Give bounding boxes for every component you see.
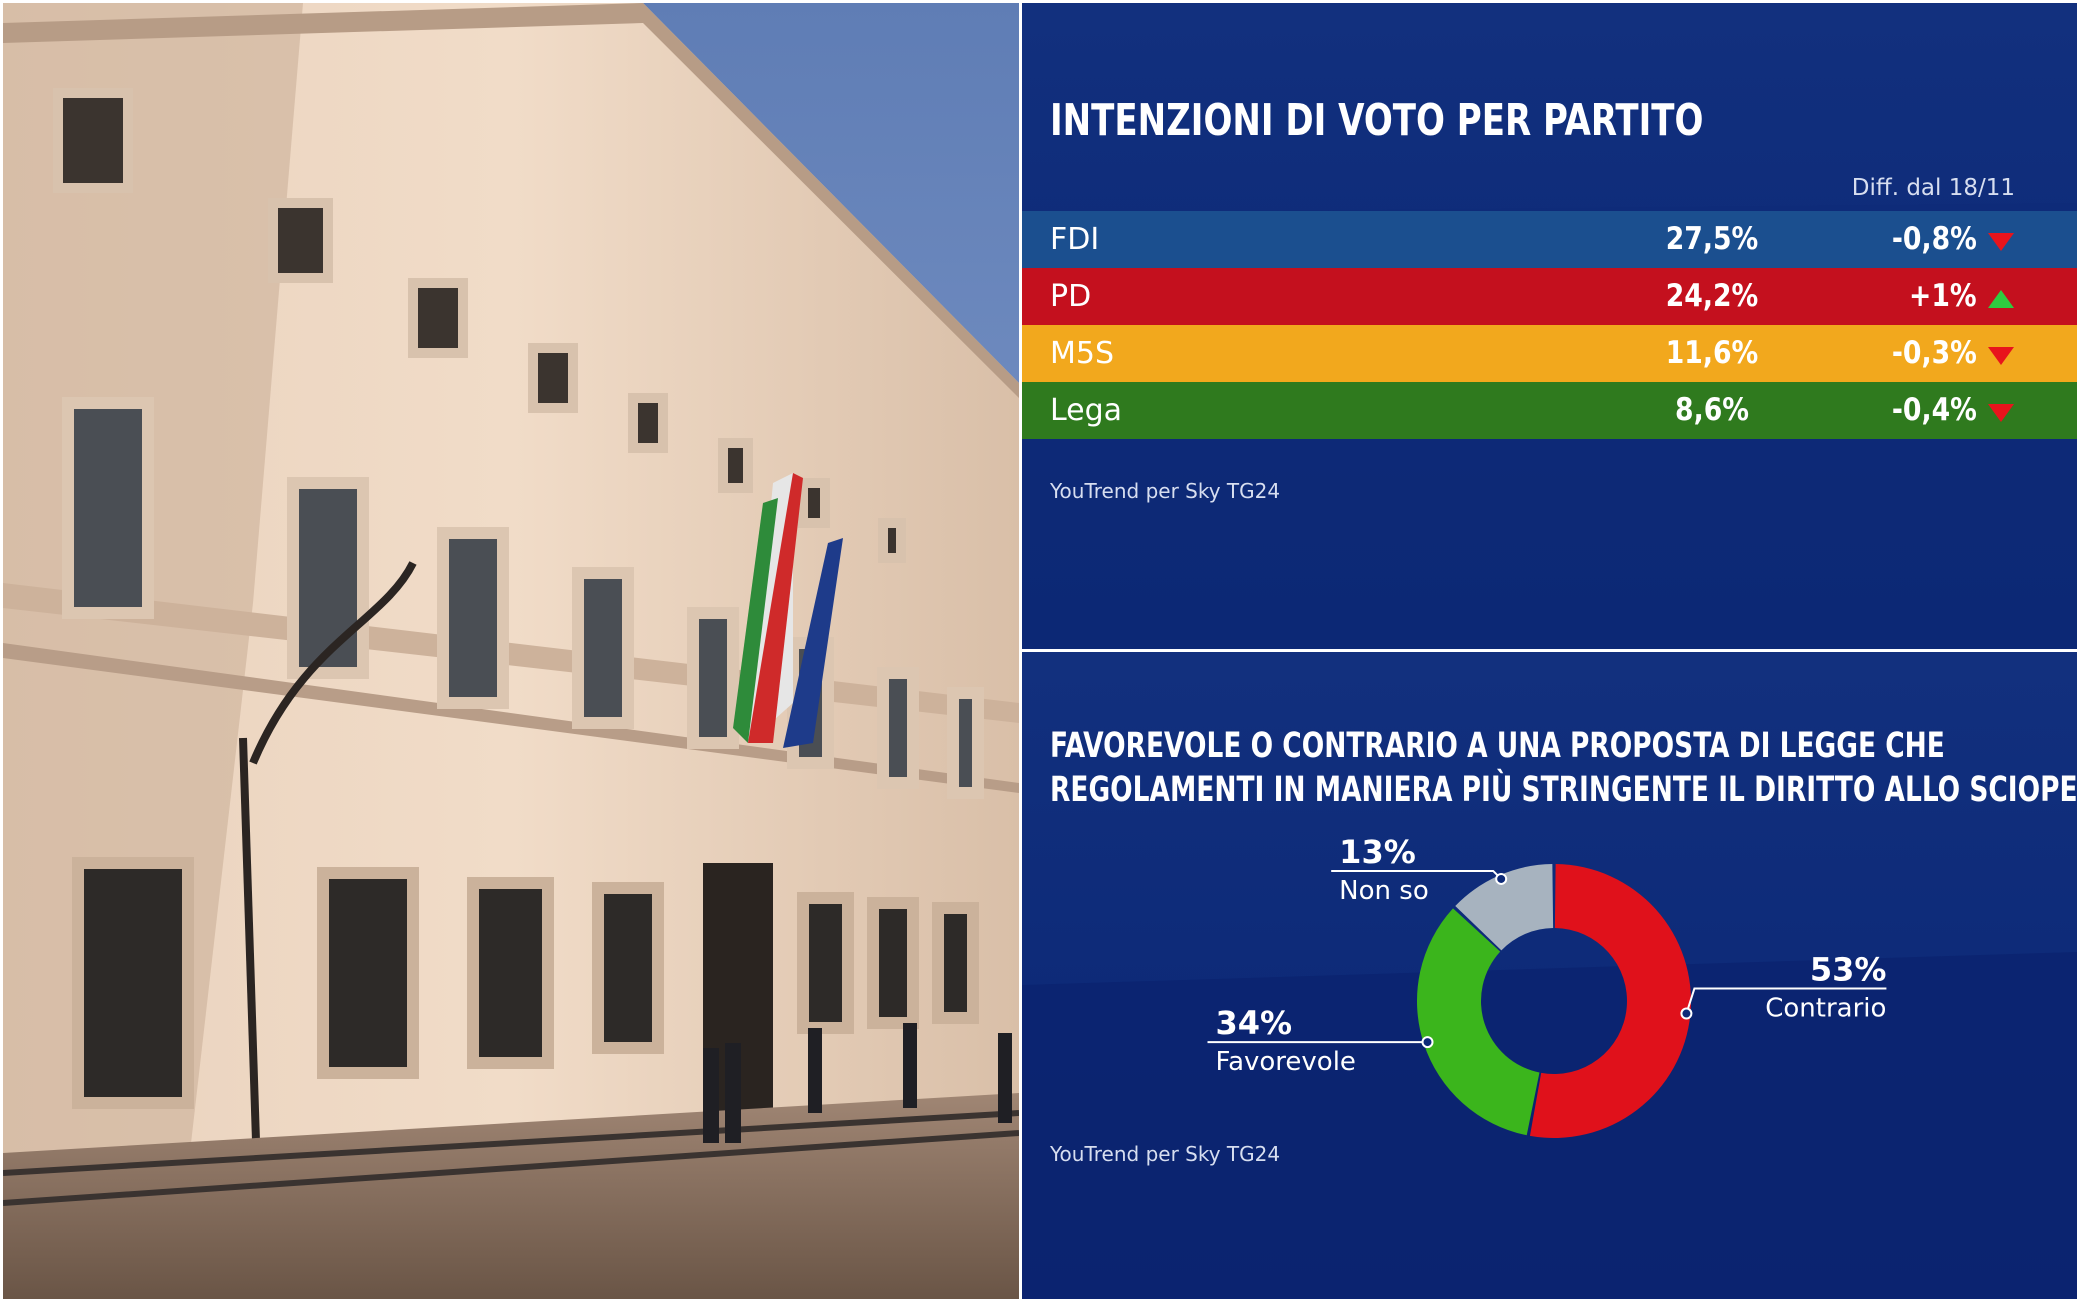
slice-value-label: 53% [1810,951,1887,989]
palazzo-photo [3,3,1019,1299]
party-value: 11,6% [1665,335,1759,371]
party-name: M5S [1050,336,1115,371]
slice-value-label: 13% [1339,833,1416,871]
party-diff: -0,8% [1891,221,1977,257]
building-facade-illustration [3,3,1019,1299]
leader-line [1685,987,1887,1014]
title-line-2: REGOLAMENTI IN MANIERA PIÙ STRINGENTE IL… [1050,770,2077,810]
slice-value-label: 34% [1216,1004,1293,1042]
party-name: Lega [1050,393,1123,428]
panel-title: FAVOREVOLE O CONTRARIO A UNA PROPOSTA DI… [1050,724,2077,812]
donut-slice-contrario [1529,864,1691,1138]
panel-title: INTENZIONI DI VOTO PER PARTITO [1050,95,1704,146]
arrow-down-icon [1988,404,2014,422]
party-row: PD 24,2% +1% [1022,268,2077,325]
title-line-1: FAVOREVOLE O CONTRARIO A UNA PROPOSTA DI… [1050,726,1945,766]
party-diff: +1% [1909,278,1977,314]
strike-law-opinion-panel: FAVOREVOLE O CONTRARIO A UNA PROPOSTA DI… [1022,652,2077,1299]
slice-category-label: Non so [1339,876,1429,906]
party-diff: -0,3% [1891,335,1977,371]
party-name: FDI [1050,222,1100,257]
source-credit: YouTrend per Sky TG24 [1050,479,1281,503]
leader-dot [1495,872,1508,885]
arrow-up-icon [1988,290,2014,308]
leader-dot [1680,1007,1693,1020]
arrow-down-icon [1988,347,2014,365]
diff-header: Diff. dal 18/11 [1851,175,2015,201]
party-row: FDI 27,5% -0,8% [1022,211,2077,268]
donut-chart: 53% Contrario 34% Favorevole 13% Non so [1207,833,1887,1138]
party-row: M5S 11,6% -0,3% [1022,325,2077,382]
vote-intentions-panel: INTENZIONI DI VOTO PER PARTITO Diff. dal… [1022,3,2077,649]
party-name: PD [1050,279,1092,314]
party-diff: -0,4% [1891,392,1977,428]
party-row: Lega 8,6% -0,4% [1022,382,2077,439]
party-value: 8,6% [1675,392,1749,428]
party-table: FDI 27,5% -0,8% PD 24,2% +1% M5S 11,6% -0,3% Lega… [1022,211,2077,439]
arrow-down-icon [1988,233,2014,251]
party-value: 27,5% [1665,221,1759,257]
slice-category-label: Contrario [1765,994,1886,1024]
source-credit: YouTrend per Sky TG24 [1050,1142,1281,1166]
leader-dot [1421,1036,1434,1049]
party-value: 24,2% [1665,278,1759,314]
donut-slice-favorevole [1417,908,1540,1136]
donut-slice-non-so [1455,864,1554,951]
slice-category-label: Favorevole [1216,1047,1356,1077]
